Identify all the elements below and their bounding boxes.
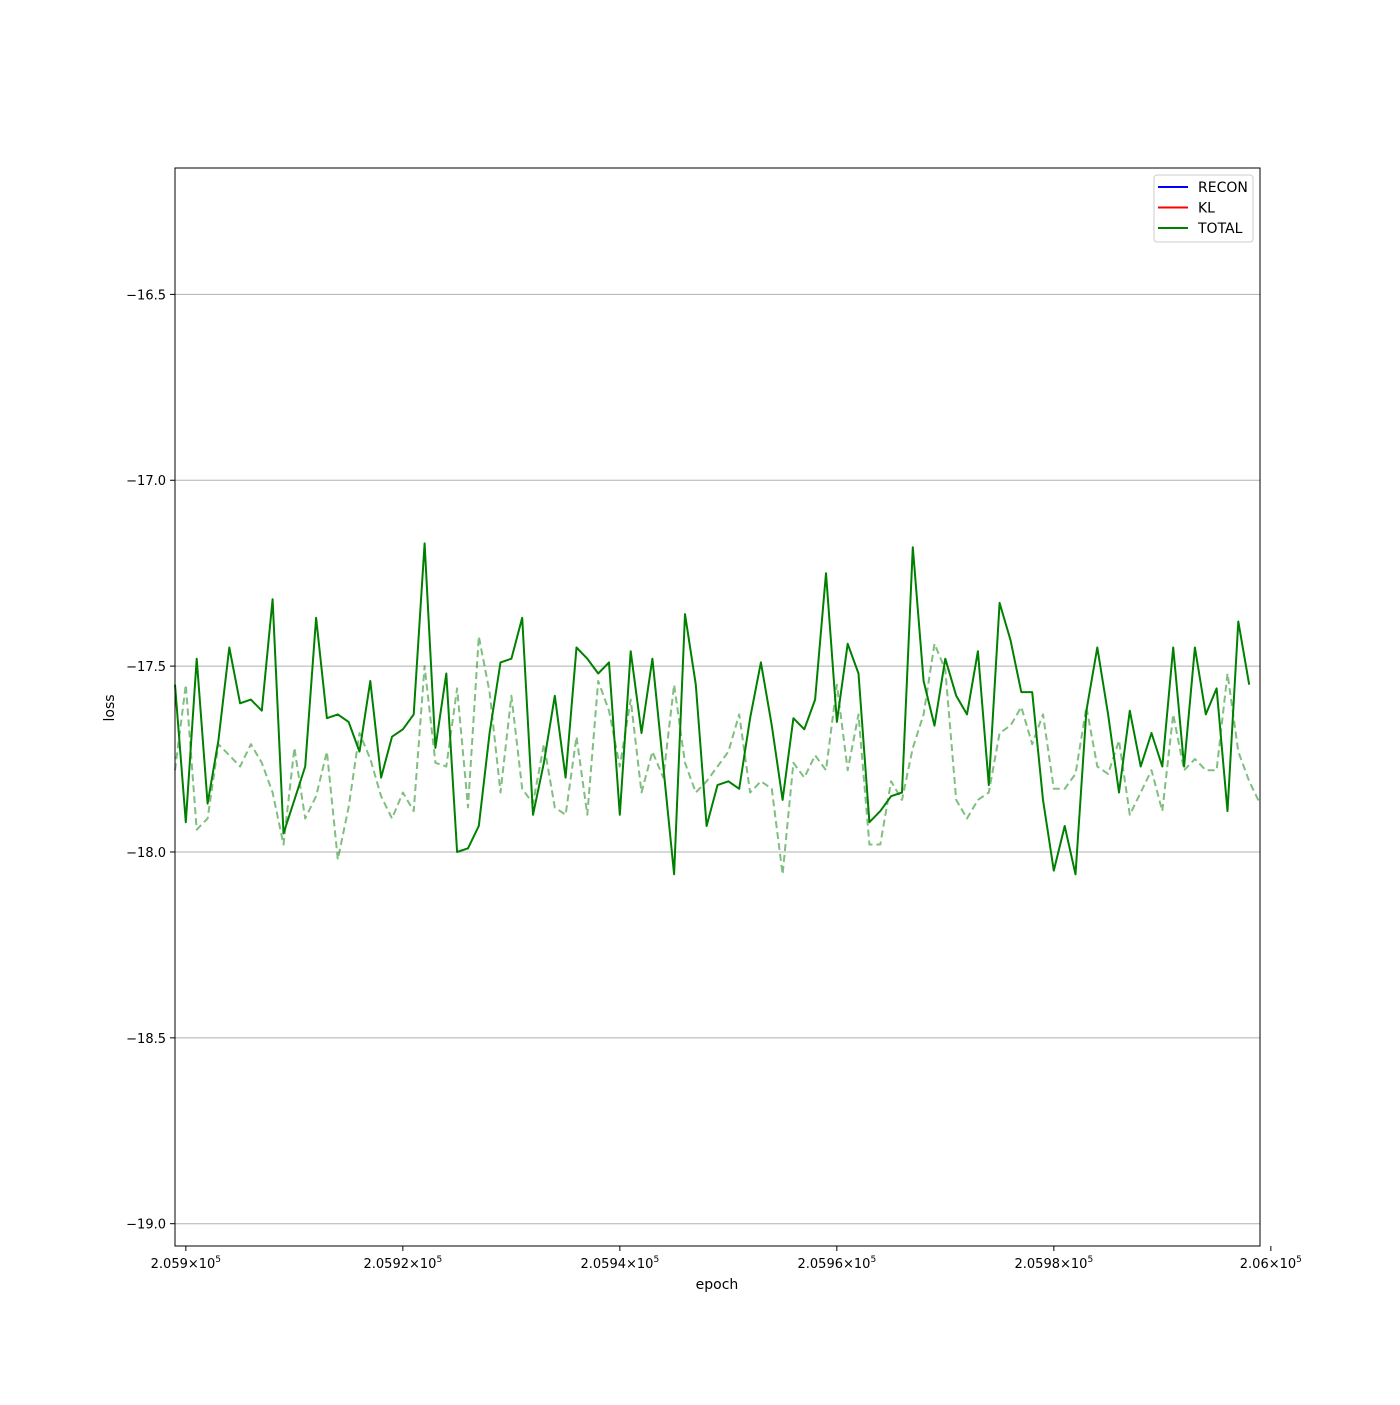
series-line-dashed bbox=[174, 635, 1261, 876]
y-tick-label: −16.5 bbox=[126, 288, 166, 303]
x-tick-exponent: 5 bbox=[215, 1255, 221, 1265]
x-tick-label: 2.0594×105 bbox=[581, 1255, 660, 1272]
x-tick-label: 2.06×105 bbox=[1240, 1255, 1302, 1272]
x-axis-label: epoch bbox=[696, 1277, 739, 1293]
legend-box bbox=[1153, 174, 1254, 243]
x-tick-label: 2.0596×105 bbox=[798, 1255, 877, 1272]
y-tick-label: −17.5 bbox=[126, 660, 166, 675]
x-tick-mantissa: 2.0594 bbox=[581, 1257, 627, 1272]
legend-label-recon: RECON bbox=[1198, 180, 1248, 196]
x-tick-exponent: 5 bbox=[1296, 1255, 1302, 1265]
legend: RECON KL TOTAL bbox=[1153, 174, 1254, 243]
y-tick-label: −19.0 bbox=[126, 1218, 166, 1233]
series-line-total bbox=[174, 542, 1251, 876]
ticks: −16.5−17.0−17.5−18.0−18.5−19.02.059×105 2… bbox=[126, 288, 1302, 1272]
series-lines bbox=[174, 542, 1261, 876]
x-tick-label: 2.059×105 bbox=[151, 1255, 221, 1272]
x-tick-mantissa: 2.0592 bbox=[364, 1257, 410, 1272]
x-tick-exponent: 5 bbox=[653, 1255, 659, 1265]
y-tick-label: −18.0 bbox=[126, 846, 166, 861]
x-tick-exponent: 5 bbox=[436, 1255, 442, 1265]
y-tick-label: −17.0 bbox=[126, 474, 166, 489]
legend-label-total: TOTAL bbox=[1197, 221, 1243, 237]
x-tick-exponent: 5 bbox=[870, 1255, 876, 1265]
plot-frame bbox=[174, 167, 1261, 1247]
x-tick-label: 2.0598×105 bbox=[1015, 1255, 1094, 1272]
x-tick-label: 2.0592×105 bbox=[364, 1255, 443, 1272]
x-tick-mantissa: 2.0598 bbox=[1015, 1257, 1061, 1272]
x-tick-mantissa: 2.06 bbox=[1240, 1257, 1269, 1272]
x-tick-exponent: 5 bbox=[1087, 1255, 1093, 1265]
grid bbox=[175, 293, 1260, 1225]
x-tick-mantissa: 2.059 bbox=[151, 1257, 188, 1272]
y-tick-label: −18.5 bbox=[126, 1032, 166, 1047]
y-axis-label: loss bbox=[102, 694, 118, 721]
x-tick-mantissa: 2.0596 bbox=[798, 1257, 844, 1272]
legend-label-kl: KL bbox=[1198, 201, 1215, 217]
